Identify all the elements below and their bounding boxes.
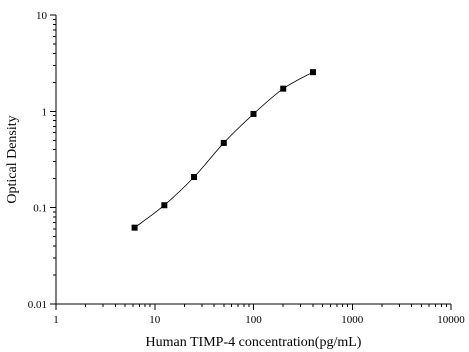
data-point-marker [309,69,316,76]
data-point-marker [220,139,227,146]
y-tick-label: 1 [42,106,48,118]
data-point-marker [280,85,287,92]
x-tick-label: 10 [149,314,161,326]
data-point-marker [161,202,168,209]
data-point-marker [191,174,198,181]
y-axis-title: Optical Density [5,115,20,203]
axes [55,15,451,305]
plot-area [131,69,316,231]
data-point-marker [250,110,257,117]
x-tick-label: 100 [245,314,262,326]
x-axis-title: Human TIMP-4 concentration(pg/mL) [146,335,362,350]
x-tick-label: 1 [53,314,59,326]
x-axis-ticks: 1 10 100 1000 10000 [53,304,465,326]
y-axis-ticks: 0.01 0.1 1 10 [28,10,56,311]
y-tick-label: 0.01 [28,299,47,311]
data-points [131,69,316,231]
data-point-marker [131,224,138,231]
x-tick-label: 10000 [437,314,465,326]
y-tick-label: 0.1 [33,203,47,215]
y-tick-label: 10 [36,10,48,22]
x-tick-label: 1000 [341,314,364,326]
